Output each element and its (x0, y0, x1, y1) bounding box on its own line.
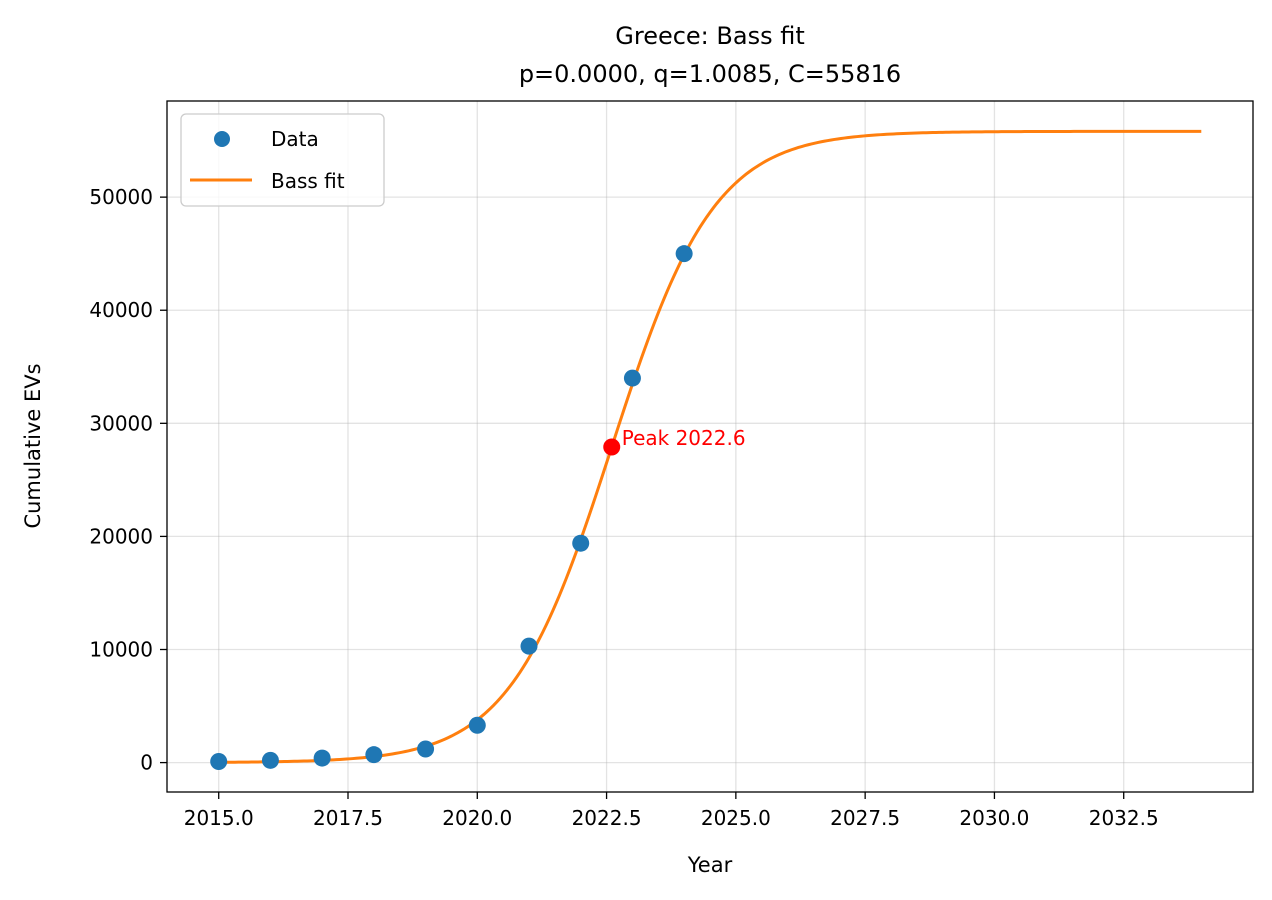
data-point (623, 369, 641, 387)
data-point (417, 740, 435, 758)
y-axis-label: Cumulative EVs (21, 363, 45, 528)
x-axis-label: Year (687, 853, 733, 877)
legend: Data Bass fit (180, 113, 385, 207)
data-point (313, 749, 331, 767)
x-tick-label: 2032.5 (1089, 806, 1159, 830)
legend-marker-data (214, 131, 230, 147)
y-tick-label: 10000 (89, 638, 153, 662)
data-point (261, 751, 279, 769)
chart-subtitle: p=0.0000, q=1.0085, C=55816 (519, 60, 901, 88)
peak-label: Peak 2022.6 (622, 426, 746, 450)
x-tick-label: 2022.5 (572, 806, 642, 830)
y-tick-label: 0 (140, 751, 153, 775)
y-tick-label: 30000 (89, 411, 153, 435)
data-point (468, 716, 486, 734)
grid (167, 101, 1253, 792)
data-point (365, 746, 383, 764)
data-point (210, 752, 228, 770)
legend-box (180, 113, 385, 207)
chart-title: Greece: Bass fit (615, 22, 804, 50)
data-point (572, 534, 590, 552)
y-tick-label: 20000 (89, 524, 153, 548)
y-tick-label: 40000 (89, 298, 153, 322)
peak-marker (603, 438, 621, 456)
x-tick-label: 2030.0 (959, 806, 1029, 830)
plot-frame (166, 100, 1254, 793)
x-tick-label: 2025.0 (701, 806, 771, 830)
bass-fit-line (218, 129, 1202, 764)
x-tick-label: 2020.0 (442, 806, 512, 830)
x-tick-label: 2015.0 (184, 806, 254, 830)
plot-area: Peak 2022.6 (210, 129, 1202, 770)
axis-ticks: 2015.0 2017.5 2020.0 2022.5 2025.0 2027.5 2030… (89, 185, 1158, 830)
legend-label-bass-fit: Bass fit (271, 169, 345, 193)
x-tick-label: 2027.5 (830, 806, 900, 830)
legend-label-data: Data (271, 127, 319, 151)
x-tick-label: 2017.5 (313, 806, 383, 830)
data-point (675, 245, 693, 263)
y-tick-label: 50000 (89, 185, 153, 209)
data-point (520, 637, 538, 655)
